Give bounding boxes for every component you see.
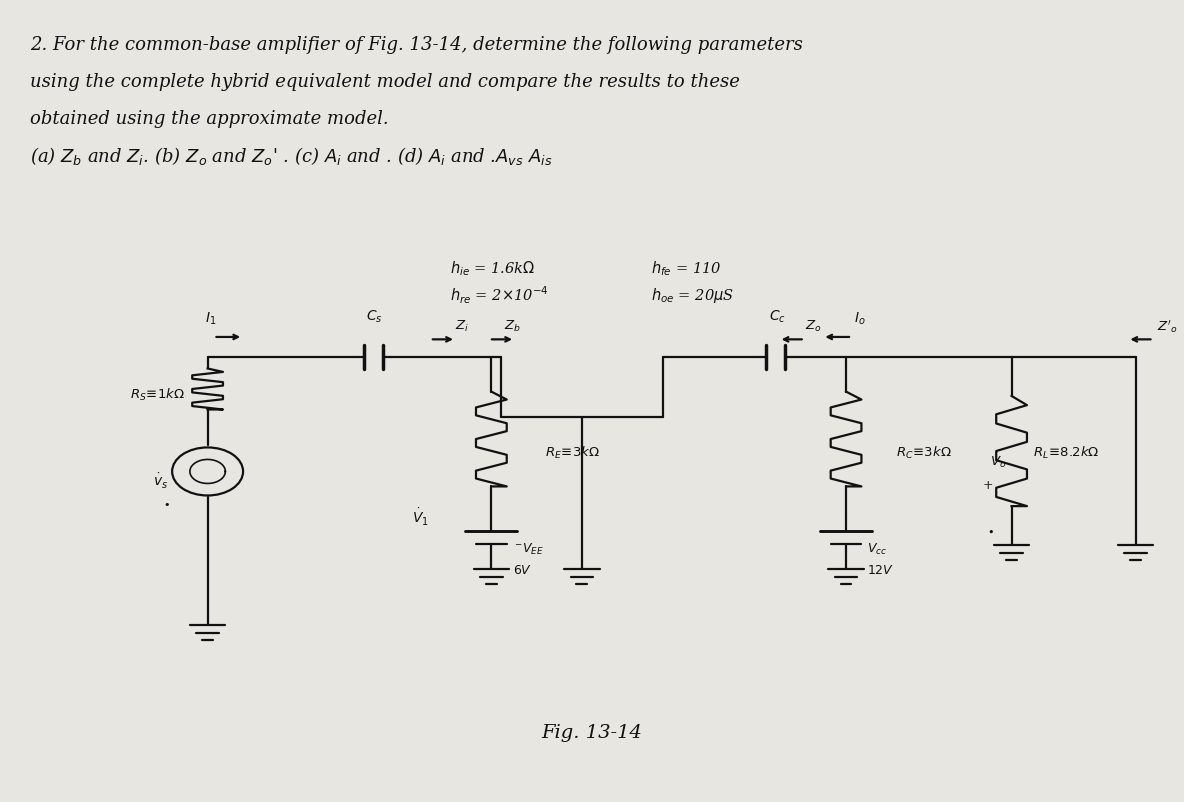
Text: $h_{oe}$ = 20$\mu$S: $h_{oe}$ = 20$\mu$S	[651, 286, 734, 305]
Text: (a) $Z_b$ and $Z_i$. (b) $Z_o$ and $Z_o$' . (c) $A_i$ and . (d) $A_i$ and .$A_{v: (a) $Z_b$ and $Z_i$. (b) $Z_o$ and $Z_o$…	[31, 145, 553, 167]
Text: using the complete hybrid equivalent model and compare the results to these: using the complete hybrid equivalent mod…	[31, 73, 740, 91]
Text: $h_{re}$ = 2$\times$10$^{-4}$: $h_{re}$ = 2$\times$10$^{-4}$	[450, 285, 548, 306]
Text: $Z_o$: $Z_o$	[805, 319, 822, 334]
Text: $C_c$: $C_c$	[770, 309, 786, 325]
Text: $R_E\!\equiv\!3k\Omega$: $R_E\!\equiv\!3k\Omega$	[545, 445, 599, 461]
Text: $h_{fe}$ = 110: $h_{fe}$ = 110	[651, 260, 721, 278]
Text: $\dot{V}_o$: $\dot{V}_o$	[990, 452, 1006, 471]
Text: $Z'_o$: $Z'_o$	[1157, 318, 1177, 335]
Text: $I_o$: $I_o$	[855, 310, 866, 326]
Text: $R_S\!\equiv\!1k\Omega$: $R_S\!\equiv\!1k\Omega$	[130, 387, 186, 403]
Text: •: •	[163, 500, 169, 510]
Text: $I_1$: $I_1$	[206, 310, 217, 326]
Text: Fig. 13-14: Fig. 13-14	[541, 724, 642, 743]
Text: $\dot{V}_1$: $\dot{V}_1$	[412, 507, 429, 528]
Text: •: •	[987, 528, 993, 538]
Text: $R_C\!\equiv\!3k\Omega$: $R_C\!\equiv\!3k\Omega$	[896, 445, 952, 461]
Text: $R_L\!\equiv\!8.2k\Omega$: $R_L\!\equiv\!8.2k\Omega$	[1032, 445, 1099, 461]
Text: 2. For the common-base amplifier of Fig. 13-14, determine the following paramete: 2. For the common-base amplifier of Fig.…	[31, 36, 803, 54]
Text: $^-\!V_{EE}$: $^-\!V_{EE}$	[513, 541, 543, 557]
Text: $Z_b$: $Z_b$	[504, 319, 521, 334]
Text: $Z_i$: $Z_i$	[455, 319, 469, 334]
Text: obtained using the approximate model.: obtained using the approximate model.	[31, 110, 388, 128]
Text: $\dot{v}_s$: $\dot{v}_s$	[153, 472, 168, 491]
Text: +: +	[983, 479, 993, 492]
Text: $V_{cc}$: $V_{cc}$	[868, 541, 887, 557]
Text: $6V$: $6V$	[513, 565, 532, 577]
Text: $12V$: $12V$	[868, 565, 895, 577]
Text: $C_s$: $C_s$	[366, 309, 382, 325]
Text: $h_{ie}$ = 1.6k$\Omega$: $h_{ie}$ = 1.6k$\Omega$	[450, 260, 535, 278]
